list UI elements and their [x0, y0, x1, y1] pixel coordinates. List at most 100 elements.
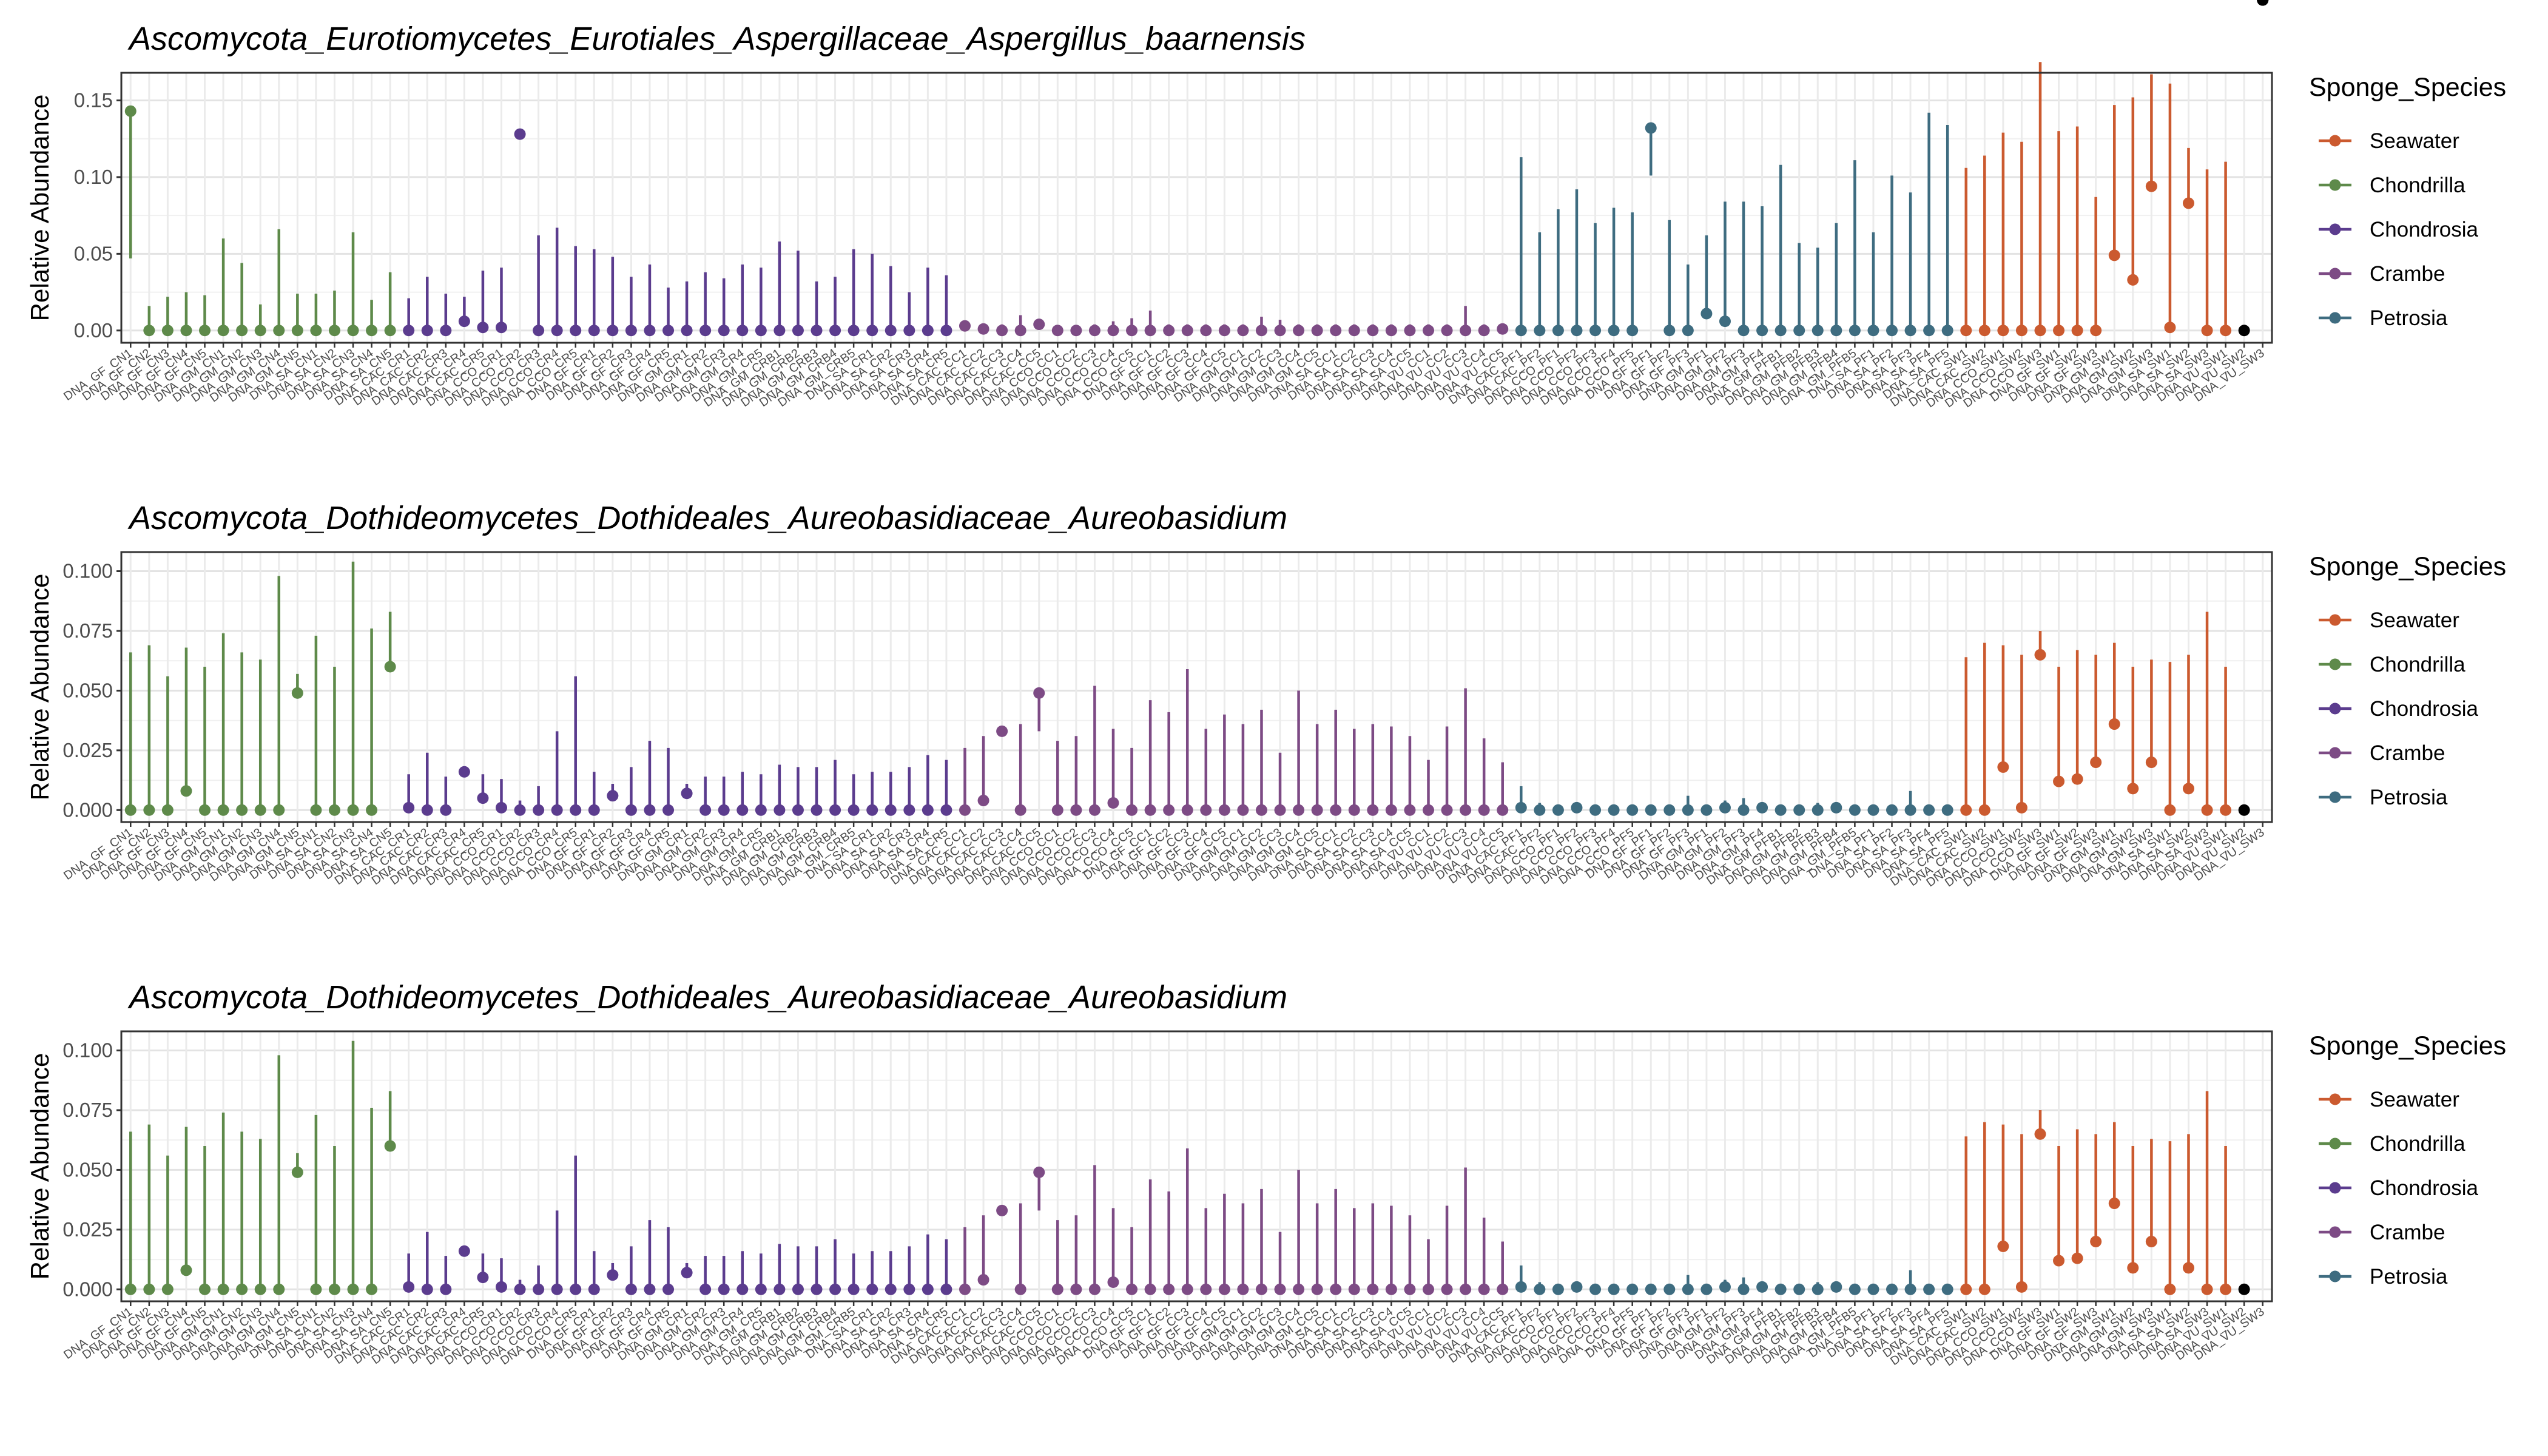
- legend: Sponge_Species Seawater Chondrilla Chondros…: [2309, 73, 2506, 330]
- data-point: [1700, 1283, 1713, 1295]
- data-point: [533, 325, 545, 337]
- data-point: [1497, 804, 1509, 816]
- data-point: [607, 325, 619, 337]
- chart-title: Ascomycota_Eurotiomycetes_Eurotiales_Asp…: [127, 21, 1306, 57]
- data-point: [1330, 325, 1342, 337]
- data-point: [310, 325, 322, 337]
- data-point: [2182, 197, 2194, 209]
- data-point: [829, 804, 841, 816]
- data-point: [1941, 325, 1953, 337]
- data-point: [1867, 804, 1879, 816]
- data-point: [1348, 325, 1360, 337]
- data-point: [570, 1283, 582, 1295]
- data-point: [1774, 804, 1787, 816]
- y-axis-label: Relative Abundance: [25, 574, 54, 801]
- data-point: [328, 1283, 340, 1295]
- data-point: [1293, 804, 1305, 816]
- data-point: [458, 315, 470, 328]
- data-point: [477, 792, 489, 804]
- data-point: [2090, 757, 2102, 769]
- data-point: [1163, 325, 1175, 337]
- legend-label: Petrosia: [2370, 1265, 2448, 1289]
- legend-key-point: [2329, 135, 2341, 147]
- data-point: [774, 804, 786, 816]
- data-point: [2220, 1283, 2232, 1295]
- data-point: [1478, 804, 1490, 816]
- data-point: [1849, 804, 1861, 816]
- data-point: [1014, 804, 1026, 816]
- data-point: [1088, 325, 1100, 337]
- legend-key-point: [2329, 703, 2341, 715]
- data-point: [1404, 1283, 1416, 1295]
- data-point: [2257, 0, 2269, 6]
- data-point: [1663, 1283, 1676, 1295]
- data-point: [1293, 1283, 1305, 1295]
- data-point: [440, 325, 452, 337]
- data-point: [1163, 804, 1175, 816]
- data-point: [588, 1283, 600, 1295]
- data-point: [977, 1274, 989, 1286]
- data-point: [440, 804, 452, 816]
- data-point: [1348, 804, 1360, 816]
- data-point: [588, 325, 600, 337]
- data-point: [291, 325, 303, 337]
- data-point: [1571, 1281, 1583, 1293]
- legend-key-point: [2329, 1226, 2341, 1238]
- data-point: [291, 687, 303, 699]
- data-point: [848, 1283, 860, 1295]
- data-point: [254, 325, 266, 337]
- data-point: [1719, 315, 1731, 328]
- data-point: [2071, 773, 2083, 785]
- data-point: [310, 804, 322, 816]
- data-point: [180, 785, 192, 797]
- data-point: [384, 1140, 396, 1152]
- data-point: [1163, 1283, 1175, 1295]
- y-tick-label: 0.075: [62, 619, 113, 642]
- data-point: [2182, 1262, 2194, 1274]
- data-point: [1589, 1283, 1602, 1295]
- data-point: [1200, 1283, 1212, 1295]
- data-point: [533, 804, 545, 816]
- data-point: [1534, 804, 1546, 816]
- data-point: [1293, 325, 1305, 337]
- data-point: [1830, 1281, 1842, 1293]
- data-point: [1441, 804, 1453, 816]
- data-point: [718, 804, 730, 816]
- data-point: [1904, 1283, 1916, 1295]
- data-point: [124, 105, 136, 117]
- data-point: [1960, 804, 1972, 816]
- data-point: [514, 1283, 526, 1295]
- data-point: [1181, 325, 1193, 337]
- data-point: [829, 1283, 841, 1295]
- data-point: [1088, 1283, 1100, 1295]
- data-point: [736, 804, 749, 816]
- data-point: [1070, 804, 1082, 816]
- data-point: [1218, 804, 1230, 816]
- data-point: [625, 325, 637, 337]
- data-point: [2090, 1236, 2102, 1248]
- legend-label: Petrosia: [2370, 306, 2448, 330]
- data-point: [1367, 1283, 1379, 1295]
- data-point: [1255, 804, 1267, 816]
- data-point: [977, 323, 989, 335]
- data-point: [1645, 804, 1657, 816]
- data-point: [1033, 687, 1045, 699]
- data-point: [1385, 325, 1397, 337]
- data-point: [2164, 804, 2176, 816]
- data-point: [1070, 1283, 1082, 1295]
- data-point: [495, 801, 507, 814]
- data-point: [1719, 801, 1731, 814]
- legend-key-point: [2329, 268, 2341, 280]
- chart-panel-1: 0.000.050.100.15DNA_GF_CN1DNA_GF_CN2DNA_…: [25, 0, 2506, 410]
- data-point: [2127, 1262, 2139, 1274]
- data-point: [347, 804, 359, 816]
- data-point: [755, 804, 767, 816]
- data-point: [495, 322, 507, 334]
- data-point: [903, 1283, 915, 1295]
- data-point: [1719, 1281, 1731, 1293]
- data-point: [199, 804, 211, 816]
- data-point: [1033, 318, 1045, 331]
- data-point: [1978, 325, 1990, 337]
- y-tick-label: 0.075: [62, 1099, 113, 1121]
- data-point: [885, 325, 897, 337]
